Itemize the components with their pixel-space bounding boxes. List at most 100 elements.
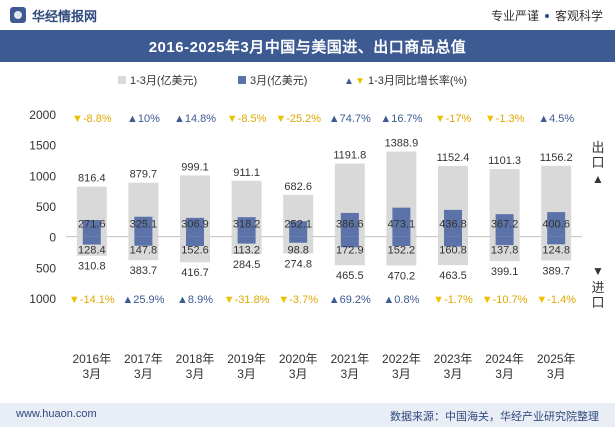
import-growth-value: -1.4% (547, 294, 576, 306)
export-monthly-bar (392, 207, 411, 237)
legend-label-growth: 1-3月同比增长率(%) (368, 73, 467, 87)
import-growth-value: 69.2% (340, 294, 371, 306)
side-label-import: 口 (591, 295, 604, 310)
export-growth-label: ▲16.7% (380, 113, 422, 125)
import-growth-value: 0.8% (394, 294, 419, 306)
export-monthly-label: 271.6 (78, 219, 106, 231)
up-triangle-icon: ▲ (329, 113, 340, 125)
import-growth-value: -1.7% (444, 294, 473, 306)
export-growth-label: ▼-8.5% (227, 113, 267, 125)
x-tick-label: 2017年 3月 (124, 352, 163, 381)
legend-swatch-cumulative (118, 76, 126, 84)
export-growth-value: 14.8% (185, 113, 216, 125)
up-triangle-icon: ▲ (538, 113, 549, 125)
export-cumulative-label: 879.7 (130, 169, 158, 181)
export-cumulative-label: 682.6 (284, 181, 312, 193)
import-monthly-label: 124.8 (542, 245, 570, 257)
x-tick-year: 2025年 (537, 352, 576, 366)
import-growth-value: -14.1% (80, 294, 115, 306)
up-triangle-icon: ▲ (174, 113, 185, 125)
export-monthly-label: 367.2 (491, 219, 519, 231)
export-growth-value: -8.5% (238, 113, 267, 125)
import-cumulative-label: 274.8 (284, 259, 312, 271)
chart-title: 2016-2025年3月中国与美国进、出口商品总值 (148, 38, 467, 56)
brand-logo: 华经情报网 (10, 6, 97, 24)
x-tick-month: 3月 (186, 367, 205, 381)
down-triangle-icon: ▼ (69, 294, 80, 306)
import-arrow-icon: ▼ (592, 264, 604, 278)
import-growth-value: 25.9% (133, 294, 164, 306)
export-monthly-bar (444, 209, 462, 237)
import-monthly-bar (340, 236, 359, 248)
export-monthly-label: 252.1 (284, 219, 312, 231)
import-growth-label: ▼-14.1% (69, 294, 115, 306)
y-tick-label: 500 (36, 200, 56, 214)
export-monthly-label: 436.8 (439, 219, 467, 231)
x-tick-label: 2023年 3月 (434, 352, 473, 381)
import-monthly-bar (289, 236, 308, 243)
down-triangle-icon: ▼ (227, 113, 238, 125)
import-growth-value: -31.8% (235, 294, 270, 306)
import-cumulative-label: 416.7 (181, 267, 209, 279)
footer: www.huaon.com 数据来源：中国海关，华经产业研究院整理 (0, 403, 615, 427)
x-tick-year: 2023年 (434, 352, 473, 366)
export-growth-label: ▼-25.2% (275, 113, 321, 125)
legend-down-triangle-icon: ▼ (355, 76, 365, 87)
import-growth-label: ▲0.8% (383, 294, 419, 306)
tagline: 专业严谨 客观科学 (491, 7, 603, 24)
import-monthly-label: 137.8 (491, 245, 519, 257)
legend-label-cumulative: 1-3月(亿美元) (130, 74, 197, 87)
website-link[interactable]: www.huaon.com (16, 408, 97, 420)
down-triangle-icon: ▼ (536, 294, 547, 306)
import-cumulative-label: 310.8 (78, 261, 106, 273)
import-monthly-label: 172.9 (336, 245, 364, 257)
x-tick-month: 3月 (547, 367, 566, 381)
export-growth-value: -25.2% (286, 113, 321, 125)
down-triangle-icon: ▼ (72, 113, 83, 125)
import-monthly-bar (237, 236, 256, 244)
up-triangle-icon: ▲ (122, 294, 133, 306)
down-triangle-icon: ▼ (485, 113, 496, 125)
up-triangle-icon: ▲ (380, 113, 391, 125)
x-tick-year: 2020年 (279, 352, 318, 366)
down-triangle-icon: ▼ (433, 294, 444, 306)
export-growth-label: ▲14.8% (174, 113, 216, 125)
import-growth-label: ▼-1.4% (536, 294, 576, 306)
x-tick-label: 2019年 3月 (227, 352, 266, 381)
x-tick-label: 2020年 3月 (279, 352, 318, 381)
export-monthly-bar (186, 217, 204, 237)
import-growth-label: ▲69.2% (329, 294, 371, 306)
x-tick-month: 3月 (444, 367, 463, 381)
logo-text: 华经情报网 (32, 8, 98, 24)
logo-icon (10, 7, 26, 23)
import-cumulative-label: 389.7 (542, 266, 570, 278)
import-cumulative-label: 470.2 (388, 271, 416, 283)
data-source: 数据来源：中国海关，华经产业研究院整理 (390, 411, 599, 423)
export-monthly-label: 386.6 (336, 219, 364, 231)
y-tick-label: 1000 (29, 169, 56, 183)
legend-swatch-monthly (238, 76, 246, 84)
export-cumulative-label: 999.1 (181, 161, 209, 173)
x-tick-label: 2016年 3月 (72, 352, 111, 381)
x-tick-label: 2025年 3月 (537, 352, 576, 381)
import-cumulative-label: 399.1 (491, 266, 519, 278)
y-tick-label: 1500 (29, 139, 56, 153)
export-growth-label: ▼-1.3% (485, 113, 525, 125)
up-triangle-icon: ▲ (127, 113, 138, 125)
export-growth-value: -8.8% (83, 113, 112, 125)
export-growth-value: -1.3% (496, 113, 525, 125)
legend-up-triangle-icon: ▲ (344, 76, 354, 87)
x-tick-label: 2018年 3月 (176, 352, 215, 381)
separator-dot-icon (544, 13, 549, 18)
import-growth-value: -10.7% (493, 294, 528, 306)
export-monthly-bar (495, 214, 514, 237)
import-monthly-label: 128.4 (78, 245, 106, 257)
export-monthly-label: 318.2 (233, 219, 261, 231)
import-monthly-bar (547, 236, 566, 245)
x-tick-year: 2018年 (176, 352, 215, 366)
x-tick-month: 3月 (289, 367, 308, 381)
export-monthly-label: 473.1 (388, 219, 416, 231)
import-monthly-bar (392, 236, 411, 247)
top-bar: 华经情报网 专业严谨 客观科学 (0, 0, 615, 30)
import-growth-label: ▼-31.8% (224, 294, 270, 306)
